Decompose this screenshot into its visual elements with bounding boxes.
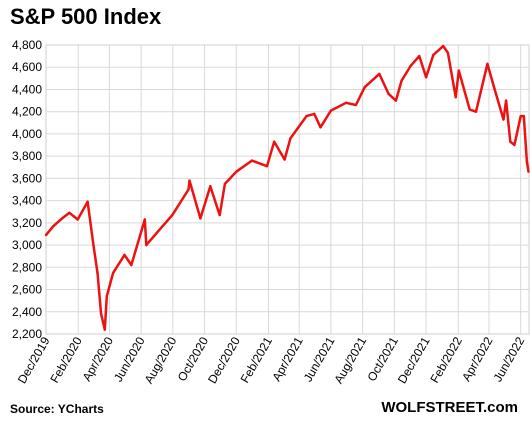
y-tick-label: 3,400 bbox=[12, 194, 42, 208]
data-point bbox=[289, 137, 292, 140]
data-point bbox=[105, 295, 109, 298]
y-tick-label: 4,800 bbox=[12, 38, 42, 52]
data-point bbox=[187, 188, 190, 191]
data-point bbox=[96, 271, 99, 275]
data-point bbox=[60, 217, 64, 220]
data-point bbox=[454, 96, 457, 99]
data-point bbox=[387, 92, 390, 96]
data-point bbox=[313, 112, 316, 116]
data-point bbox=[442, 44, 445, 48]
y-tick-label: 2,200 bbox=[12, 327, 42, 341]
data-point bbox=[130, 263, 133, 267]
data-point bbox=[155, 231, 158, 235]
data-point bbox=[283, 158, 286, 161]
y-tick-label: 3,000 bbox=[12, 238, 42, 252]
y-tick-label: 4,200 bbox=[12, 105, 42, 119]
y-tick-label: 2,600 bbox=[12, 283, 42, 297]
data-point bbox=[103, 328, 107, 331]
x-tick-label: Feb/2020 bbox=[47, 334, 85, 385]
data-point bbox=[143, 218, 146, 221]
data-point bbox=[354, 103, 358, 107]
data-point bbox=[171, 213, 174, 217]
chart-title: S&P 500 Index bbox=[10, 4, 162, 29]
data-point bbox=[378, 72, 381, 76]
y-tick-label: 4,600 bbox=[12, 60, 42, 74]
data-point bbox=[519, 114, 522, 118]
data-point bbox=[486, 62, 489, 66]
data-point bbox=[235, 170, 238, 173]
data-point bbox=[509, 140, 512, 143]
chart-series bbox=[44, 44, 530, 331]
data-point bbox=[305, 114, 308, 118]
data-point bbox=[319, 126, 322, 129]
data-point bbox=[199, 217, 202, 220]
y-tick-label: 3,600 bbox=[12, 171, 42, 185]
data-point bbox=[209, 185, 212, 188]
data-point bbox=[446, 51, 450, 54]
data-point bbox=[457, 69, 460, 72]
data-point bbox=[250, 159, 254, 162]
series-line bbox=[45, 44, 530, 331]
data-point bbox=[44, 233, 48, 237]
data-point bbox=[188, 179, 191, 182]
data-point bbox=[86, 200, 89, 203]
data-point bbox=[111, 271, 115, 275]
data-point bbox=[468, 108, 471, 111]
data-point bbox=[409, 64, 412, 68]
data-point bbox=[218, 213, 221, 217]
y-tick-label: 4,000 bbox=[12, 127, 42, 141]
data-point bbox=[145, 243, 148, 247]
y-tick-label: 3,800 bbox=[12, 149, 42, 163]
y-tick-label: 2,400 bbox=[12, 305, 42, 319]
data-point bbox=[68, 211, 71, 214]
y-axis-tick-labels: 2,200 2,400 2,600 2,800 3,000 3,200 3,400 3,600… bbox=[12, 38, 42, 341]
plot-area-border bbox=[45, 44, 530, 335]
data-point bbox=[363, 86, 366, 89]
data-point bbox=[76, 218, 79, 221]
data-point bbox=[424, 76, 428, 79]
data-point bbox=[273, 140, 276, 143]
data-point bbox=[522, 114, 525, 118]
data-point bbox=[400, 79, 403, 82]
data-point bbox=[99, 312, 103, 316]
y-tick-label: 2,800 bbox=[12, 260, 42, 274]
data-point bbox=[52, 225, 55, 228]
y-tick-label: 3,200 bbox=[12, 216, 42, 230]
data-point bbox=[123, 253, 126, 257]
data-point bbox=[432, 53, 435, 57]
source-note: Source: YCharts bbox=[10, 402, 104, 416]
y-tick-label: 4,400 bbox=[12, 82, 42, 96]
x-axis-tick-labels: Dec/2019Feb/2020Apr/2020Jun/2020Aug/2020… bbox=[15, 334, 528, 386]
data-point bbox=[329, 109, 333, 112]
data-point bbox=[265, 165, 269, 168]
data-point bbox=[474, 110, 478, 113]
data-point bbox=[223, 182, 227, 186]
data-point bbox=[493, 88, 496, 91]
data-point bbox=[92, 242, 95, 246]
data-point bbox=[525, 160, 529, 163]
data-point bbox=[527, 170, 530, 173]
x-tick-label: Jun/2022 bbox=[490, 334, 527, 384]
data-point bbox=[502, 118, 505, 121]
data-point bbox=[344, 101, 348, 105]
data-point bbox=[504, 99, 508, 102]
data-point bbox=[418, 54, 421, 58]
data-point bbox=[394, 99, 398, 102]
data-point bbox=[513, 143, 516, 147]
brand-logo-text: WOLFSTREET.com bbox=[381, 399, 518, 416]
